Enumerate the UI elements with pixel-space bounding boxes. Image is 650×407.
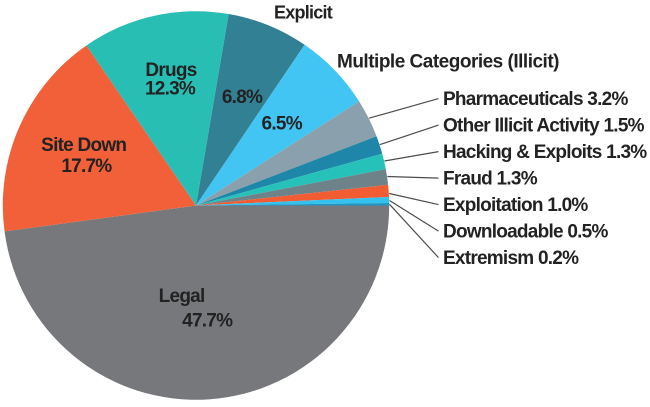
svg-text:Exploitation 1.0%: Exploitation 1.0% bbox=[443, 195, 588, 216]
svg-text:Downloadable 0.5%: Downloadable 0.5% bbox=[443, 221, 608, 242]
svg-text:6.5%: 6.5% bbox=[262, 113, 303, 134]
svg-text:17.7%: 17.7% bbox=[61, 156, 112, 177]
svg-text:Extremism 0.2%: Extremism 0.2% bbox=[443, 248, 579, 269]
svg-text:12.3%: 12.3% bbox=[145, 79, 196, 100]
svg-text:Site Down: Site Down bbox=[41, 135, 126, 156]
svg-text:Pharmaceuticals 3.2%: Pharmaceuticals 3.2% bbox=[443, 89, 628, 110]
svg-text:Drugs: Drugs bbox=[145, 60, 196, 81]
svg-text:Multiple Categories (Illicit): Multiple Categories (Illicit) bbox=[337, 52, 559, 73]
svg-text:Fraud 1.3%: Fraud 1.3% bbox=[443, 168, 538, 189]
svg-text:47.7%: 47.7% bbox=[182, 310, 233, 331]
svg-text:Other Illicit Activity 1.5%: Other Illicit Activity 1.5% bbox=[443, 115, 645, 136]
svg-text:Explicit: Explicit bbox=[274, 2, 333, 22]
svg-text:6.8%: 6.8% bbox=[222, 87, 263, 108]
svg-text:Hacking & Exploits 1.3%: Hacking & Exploits 1.3% bbox=[443, 142, 647, 163]
svg-text:Legal: Legal bbox=[159, 286, 205, 307]
